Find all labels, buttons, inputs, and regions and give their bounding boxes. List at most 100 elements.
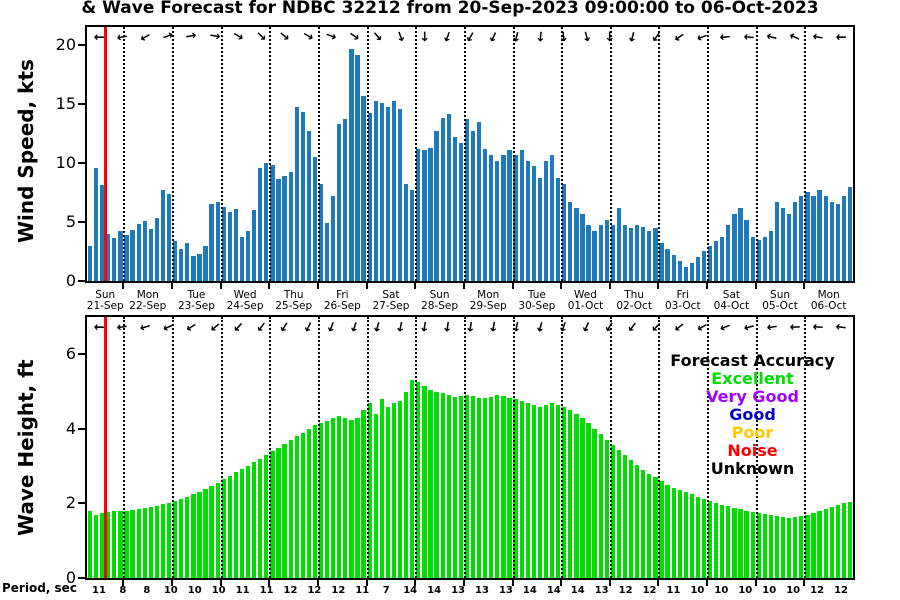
day-name: Tue xyxy=(527,289,546,301)
wave-direction-arrow: → xyxy=(137,317,153,336)
day-name: Sun xyxy=(95,289,116,301)
x-tick-mark xyxy=(608,580,611,586)
wave-bar xyxy=(823,509,828,578)
wave-bar xyxy=(677,490,682,578)
wave-bar xyxy=(768,515,774,578)
day-name: Tue xyxy=(187,289,206,301)
wind-bar xyxy=(337,123,342,281)
wind-bar xyxy=(738,207,743,281)
wave-bar xyxy=(525,402,530,578)
wind-bar xyxy=(422,149,427,281)
day-date: 03-Oct xyxy=(664,300,701,312)
wave-bar xyxy=(787,517,792,578)
wave-bar xyxy=(707,501,713,578)
wind-bar xyxy=(756,239,761,281)
wave-direction-arrow: → xyxy=(321,318,340,335)
wave-bar xyxy=(130,510,135,578)
day-date: 23-Sep xyxy=(177,300,215,312)
day-date: 29-Sep xyxy=(469,300,507,312)
wind-bar xyxy=(732,213,737,281)
day-gridline xyxy=(561,317,564,578)
y-tick-mark xyxy=(78,161,85,164)
wave-direction-arrow: → xyxy=(251,317,271,336)
wind-bar xyxy=(355,55,360,281)
x-tick-mark xyxy=(219,580,222,586)
x-tick-mark xyxy=(657,283,660,289)
day-gridline xyxy=(172,27,175,281)
wave-bar xyxy=(324,421,330,578)
wave-bar xyxy=(282,443,287,578)
wind-bar xyxy=(507,149,512,281)
wave-bar xyxy=(312,425,318,578)
wave-bar xyxy=(647,473,652,578)
wind-bar xyxy=(495,160,500,281)
wave-direction-arrow: → xyxy=(741,317,756,336)
x-tick-mark xyxy=(317,580,320,586)
wave-direction-arrow: → xyxy=(368,319,386,334)
wave-bar xyxy=(586,423,591,578)
day-gridline xyxy=(269,317,272,578)
y-tick-mark xyxy=(78,102,85,105)
period-value: 8 xyxy=(143,585,151,596)
x-tick-mark xyxy=(122,283,125,289)
wave-bar xyxy=(215,482,220,578)
wave-direction-arrow: → xyxy=(789,318,801,335)
wind-bar xyxy=(823,195,828,281)
wind-direction-arrow: → xyxy=(275,27,294,46)
wind-direction-arrow: → xyxy=(670,27,688,46)
wave-bar xyxy=(203,488,208,578)
wave-direction-arrow: → xyxy=(438,319,456,334)
wave-bar xyxy=(750,512,755,578)
day-name: Thu xyxy=(283,289,304,301)
wave-direction-arrow: → xyxy=(160,317,177,336)
day-date: 01-Oct xyxy=(567,300,604,312)
legend-item-unknown: Unknown xyxy=(710,459,795,478)
wind-bar xyxy=(519,149,524,281)
wind-bar xyxy=(574,207,579,281)
wave-direction-arrow: → xyxy=(391,319,409,334)
wind-bar xyxy=(87,245,93,281)
wave-bar xyxy=(726,506,731,578)
wave-bar xyxy=(701,498,707,578)
period-value: 10 xyxy=(690,585,705,596)
wave-bar xyxy=(416,382,421,578)
day-date: 24-Sep xyxy=(226,300,264,312)
wind-bar xyxy=(276,179,281,281)
day-name: Sun xyxy=(429,289,450,301)
day-label: Sun 05-Oct xyxy=(762,290,798,312)
wave-bar xyxy=(495,395,500,578)
wind-bar xyxy=(142,220,147,281)
wave-bar xyxy=(537,406,543,578)
wave-bar xyxy=(841,503,846,578)
wave-direction-arrow: → xyxy=(415,319,432,334)
wind-speed-panel: → → → → → → → → → → → → → → → → → → → → → → → → → → → → → → → → → xyxy=(85,25,855,283)
wind-bar xyxy=(434,130,439,281)
wind-bar xyxy=(458,142,463,281)
wave-bar xyxy=(829,507,834,578)
period-value: 12 xyxy=(283,585,298,596)
day-gridline xyxy=(755,27,758,281)
wind-bar xyxy=(331,195,336,281)
wind-direction-arrow: → xyxy=(115,28,129,45)
forecast-accuracy-legend: Forecast Accuracy Excellent Very Good Good… xyxy=(645,352,860,478)
day-gridline xyxy=(561,27,564,281)
y-tick-label: 10 xyxy=(55,152,76,172)
wave-direction-arrow: → xyxy=(812,318,825,335)
day-gridline xyxy=(415,317,418,578)
day-gridline xyxy=(415,27,418,281)
wave-bar xyxy=(191,494,196,578)
x-tick-mark xyxy=(365,580,368,586)
period-value: 13 xyxy=(498,585,513,596)
wind-bar xyxy=(683,266,688,281)
period-value: 14 xyxy=(427,585,442,596)
period-value: 12 xyxy=(834,585,848,596)
legend-items: Excellent Very Good Good Poor Noise Unknown xyxy=(645,370,860,478)
wind-direction-arrow: → xyxy=(367,27,387,46)
x-tick-mark xyxy=(462,283,465,289)
wave-bar xyxy=(446,395,451,578)
wind-bar xyxy=(446,114,451,281)
wind-direction-arrow: → xyxy=(437,28,456,45)
day-gridline xyxy=(220,317,223,578)
wind-bar xyxy=(410,190,415,281)
x-tick-mark xyxy=(560,580,563,586)
